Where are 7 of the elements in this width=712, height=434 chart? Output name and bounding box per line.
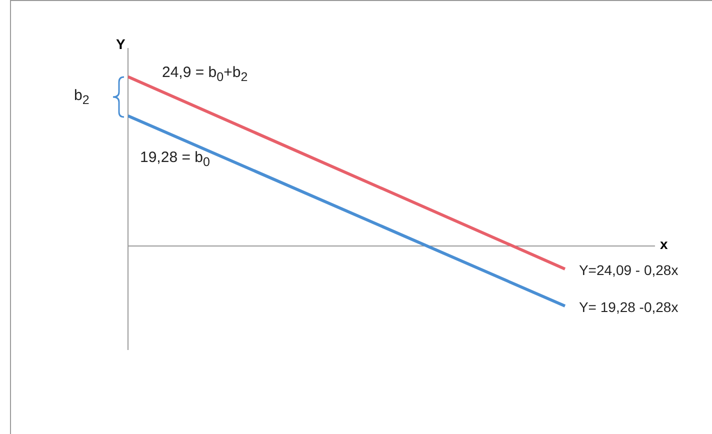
series-label: Y= 19,28 -0,28x [578, 299, 678, 316]
series-label: Y=24,09 - 0,28x [578, 262, 678, 278]
x-axis-title: x [660, 236, 668, 252]
annotation: 24,9 = b$_{0}$+b$_{2}$ [162, 64, 248, 84]
y-axis-title: Y [116, 36, 126, 52]
text: b$_{2}$ [74, 87, 90, 107]
annotation: 19,28 = b$_{0}$ [140, 149, 210, 169]
